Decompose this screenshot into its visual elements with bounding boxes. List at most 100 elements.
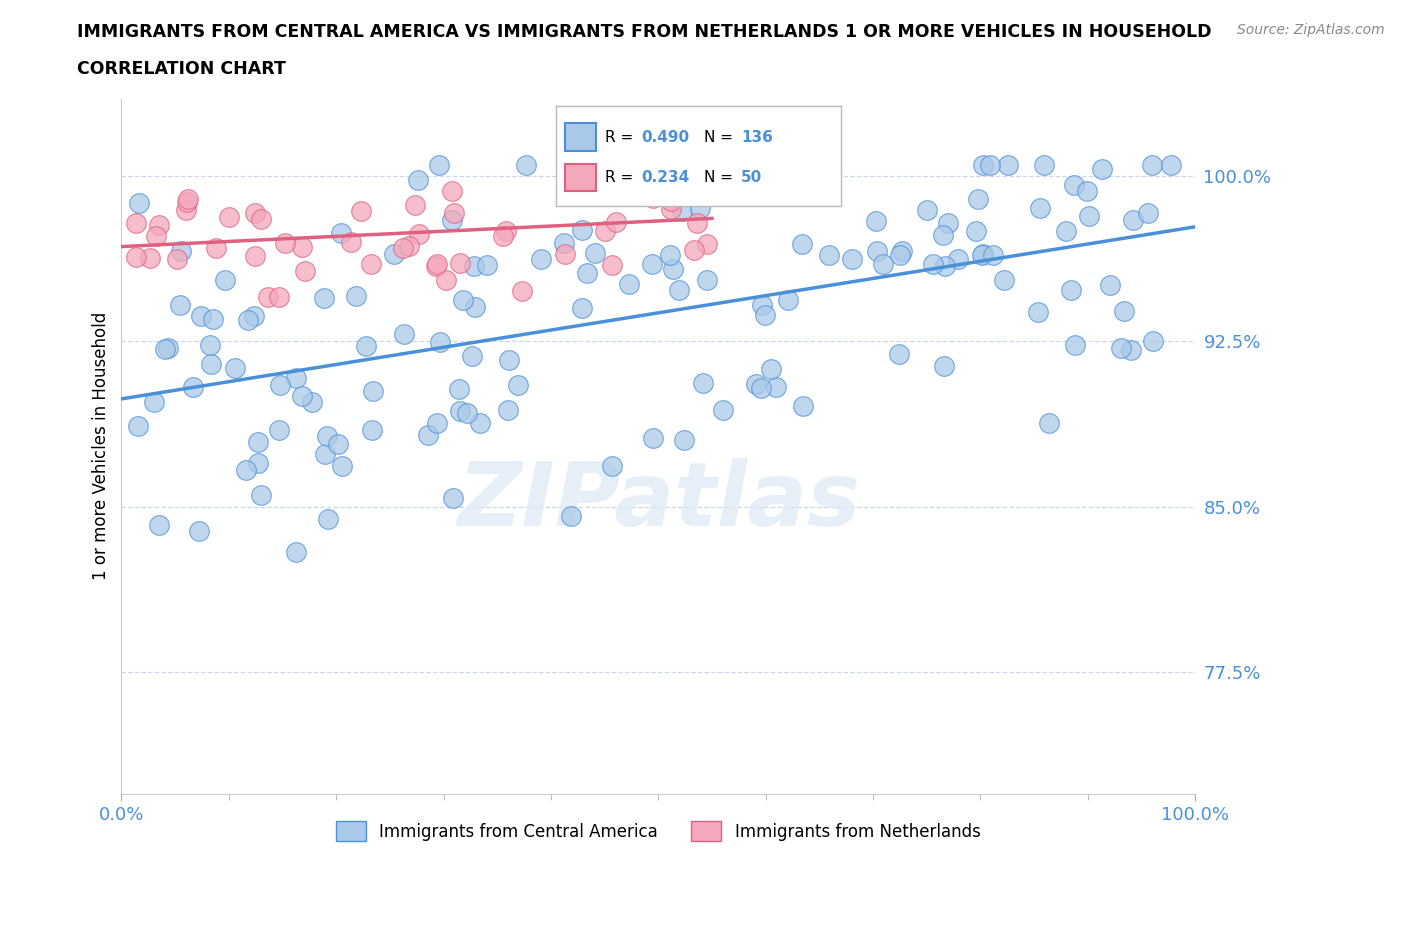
Point	[318, 512, 340, 526]
Point	[294, 264, 316, 279]
Point	[659, 202, 682, 217]
Point	[314, 446, 336, 461]
Point	[291, 389, 314, 404]
Point	[841, 251, 863, 266]
Point	[449, 256, 471, 271]
Point	[592, 157, 614, 172]
Point	[599, 165, 621, 179]
Point	[361, 422, 384, 437]
Point	[972, 246, 994, 261]
Text: CORRELATION CHART: CORRELATION CHART	[77, 60, 287, 78]
Point	[818, 247, 841, 262]
Point	[416, 428, 439, 443]
Point	[330, 226, 353, 241]
Point	[979, 157, 1001, 172]
Point	[790, 236, 813, 251]
Point	[696, 272, 718, 287]
Point	[243, 309, 266, 324]
Point	[787, 157, 810, 172]
Point	[190, 309, 212, 324]
Point	[249, 211, 271, 226]
Point	[495, 224, 517, 239]
Point	[354, 339, 377, 353]
Point	[689, 200, 711, 215]
Point	[1029, 201, 1052, 216]
Point	[340, 234, 363, 249]
Point	[554, 246, 576, 261]
Point	[235, 462, 257, 477]
Point	[243, 206, 266, 220]
Point	[456, 405, 478, 420]
Point	[425, 257, 447, 272]
Point	[1038, 415, 1060, 430]
Point	[657, 157, 679, 172]
Point	[204, 241, 226, 256]
Point	[181, 379, 204, 394]
Point	[449, 404, 471, 418]
Point	[425, 259, 447, 273]
Point	[315, 429, 337, 444]
Point	[202, 312, 225, 326]
Point	[427, 157, 450, 172]
Point	[451, 292, 474, 307]
Point	[391, 241, 413, 256]
Point	[1063, 178, 1085, 193]
Point	[1109, 340, 1132, 355]
Point	[291, 239, 314, 254]
Point	[406, 172, 429, 187]
Point	[449, 382, 471, 397]
Point	[1142, 333, 1164, 348]
Point	[567, 184, 589, 199]
Point	[330, 458, 353, 473]
Point	[921, 257, 943, 272]
Point	[936, 216, 959, 231]
Point	[744, 377, 766, 392]
Point	[398, 238, 420, 253]
Point	[394, 326, 416, 341]
Point	[1122, 213, 1144, 228]
Point	[148, 218, 170, 232]
Point	[200, 356, 222, 371]
Point	[696, 236, 718, 251]
Point	[1091, 161, 1114, 176]
Point	[965, 223, 987, 238]
Point	[498, 352, 520, 367]
Point	[776, 293, 799, 308]
Point	[166, 251, 188, 266]
Point	[384, 246, 406, 261]
Point	[792, 399, 814, 414]
Point	[436, 272, 458, 287]
Point	[662, 261, 685, 276]
Point	[515, 157, 537, 172]
Point	[177, 192, 200, 206]
Point	[257, 290, 280, 305]
Point	[749, 380, 772, 395]
Point	[1099, 277, 1122, 292]
Point	[441, 212, 464, 227]
Point	[301, 395, 323, 410]
Point	[510, 284, 533, 299]
Point	[682, 242, 704, 257]
Point	[312, 290, 335, 305]
Point	[198, 338, 221, 352]
Point	[932, 227, 955, 242]
Point	[891, 244, 914, 259]
Point	[571, 223, 593, 238]
Point	[328, 436, 350, 451]
Point	[148, 518, 170, 533]
Point	[605, 214, 627, 229]
Point	[344, 288, 367, 303]
Point	[285, 370, 308, 385]
Point	[865, 214, 887, 229]
Point	[249, 487, 271, 502]
Point	[1160, 157, 1182, 172]
Text: IMMIGRANTS FROM CENTRAL AMERICA VS IMMIGRANTS FROM NETHERLANDS 1 OR MORE VEHICLE: IMMIGRANTS FROM CENTRAL AMERICA VS IMMIG…	[77, 23, 1212, 41]
Point	[972, 157, 994, 172]
Point	[981, 247, 1004, 262]
Legend: Immigrants from Central America, Immigrants from Netherlands: Immigrants from Central America, Immigra…	[329, 815, 987, 848]
Point	[492, 228, 515, 243]
Point	[477, 258, 499, 272]
Point	[247, 456, 270, 471]
Point	[585, 174, 607, 189]
Point	[1064, 338, 1087, 352]
